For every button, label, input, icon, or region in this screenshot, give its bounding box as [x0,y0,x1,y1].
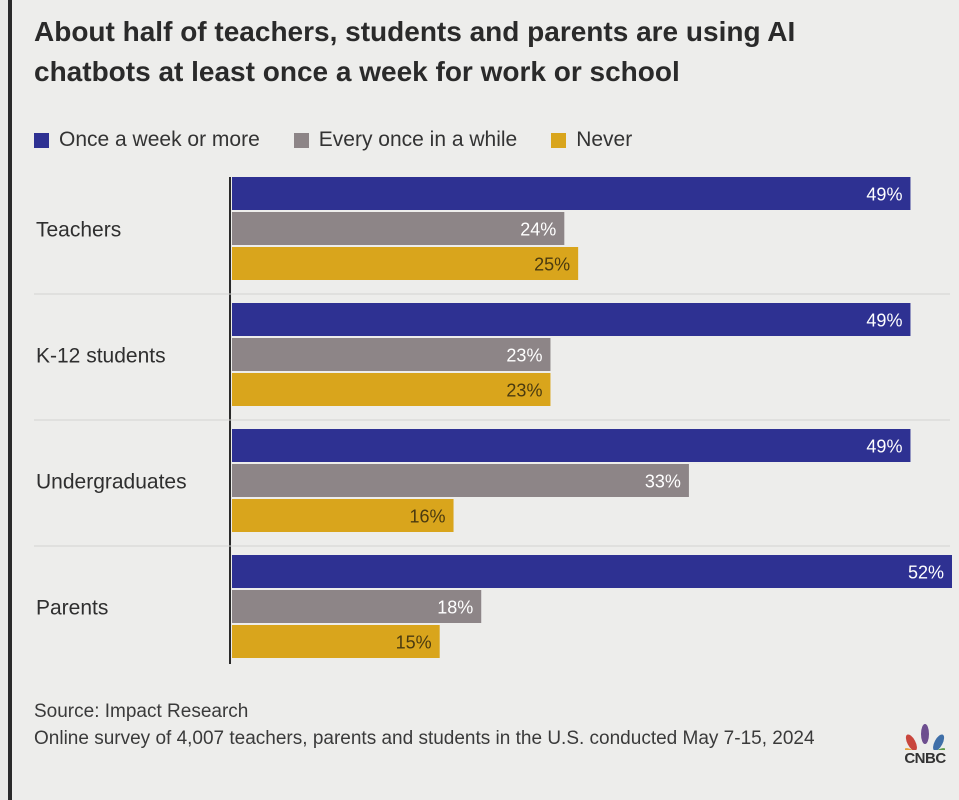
data-label-undergraduates-series-1: 33% [645,472,681,492]
bar-k-12-students-series-0 [232,303,911,336]
legend-item-once-a-week: Once a week or more [34,128,260,152]
data-label-parents-series-2: 15% [396,633,432,653]
chart-title: About half of teachers, students and par… [34,16,796,87]
data-label-teachers-series-1: 24% [520,220,556,240]
data-label-teachers-series-2: 25% [534,255,570,275]
bar-teachers-series-2 [232,247,579,280]
legend-label-once-a-week: Once a week or more [59,128,260,151]
bar-parents-series-1 [232,590,482,623]
legend-swatch-once-a-week [34,132,49,148]
source-text: Source: Impact Research [34,701,249,722]
data-label-undergraduates-series-0: 49% [866,437,902,457]
bar-parents-series-2 [232,625,440,658]
category-label-parents: Parents [36,597,108,620]
legend-item-every-once-in-a-while: Every once in a while [293,128,518,152]
bar-k-12-students-series-1 [232,338,551,371]
cnbc-logo: CNBC [896,724,954,776]
legend-label-every-once-in-a-while: Every once in a while [318,128,518,151]
data-label-parents-series-0: 52% [908,563,944,583]
legend-item-never: Never [551,128,632,152]
chart-legend: Once a week or more Every once in a whil… [34,125,632,155]
data-label-k-12-students-series-2: 23% [506,381,542,401]
bar-teachers-series-0 [232,177,911,210]
legend-label-never: Never [576,128,633,151]
peacock-icon [905,724,945,750]
bar-undergraduates-series-2 [232,499,454,532]
survey-note: Online survey of 4,007 teachers, parents… [34,728,815,749]
bar-undergraduates-series-1 [232,464,689,497]
legend-swatch-every-once-in-a-while [293,132,309,148]
data-label-k-12-students-series-0: 49% [866,311,902,331]
logo-text: CNBC [904,750,946,767]
category-label-teachers: Teachers [36,219,121,242]
bar-k-12-students-series-2 [232,373,551,406]
category-label-k-12-students: K-12 students [36,345,166,368]
category-label-undergraduates: Undergraduates [36,471,187,494]
bar-undergraduates-series-0 [232,429,911,462]
data-label-parents-series-1: 18% [437,598,473,618]
data-label-k-12-students-series-1: 23% [506,346,542,366]
bar-teachers-series-1 [232,212,565,245]
legend-swatch-never [551,132,567,148]
data-label-teachers-series-0: 49% [866,185,902,205]
chart-footer: Source: Impact Research Online survey of… [34,698,864,752]
bar-parents-series-0 [232,555,952,588]
data-label-undergraduates-series-2: 16% [410,507,446,527]
